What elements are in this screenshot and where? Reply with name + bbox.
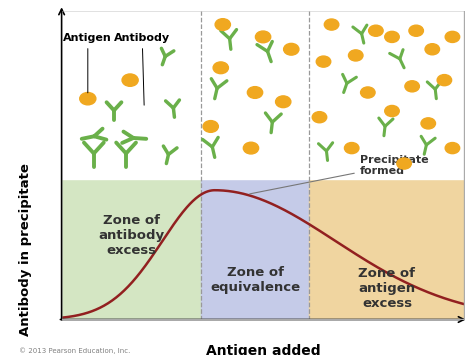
Bar bbox=[310, 179, 465, 320]
Circle shape bbox=[316, 56, 331, 67]
Circle shape bbox=[247, 87, 263, 98]
Bar bbox=[201, 179, 310, 320]
Circle shape bbox=[361, 87, 375, 98]
Circle shape bbox=[203, 121, 219, 132]
Circle shape bbox=[445, 31, 460, 43]
Text: Antibody: Antibody bbox=[114, 33, 170, 105]
Circle shape bbox=[409, 25, 423, 36]
Circle shape bbox=[445, 142, 460, 154]
Circle shape bbox=[80, 93, 96, 105]
Circle shape bbox=[385, 105, 399, 116]
Circle shape bbox=[425, 44, 439, 55]
Bar bbox=[62, 11, 465, 179]
Circle shape bbox=[243, 142, 259, 154]
Circle shape bbox=[421, 118, 436, 129]
Text: Antigen added: Antigen added bbox=[206, 344, 320, 355]
Circle shape bbox=[122, 74, 138, 86]
Text: © 2013 Pearson Education, Inc.: © 2013 Pearson Education, Inc. bbox=[19, 348, 130, 354]
Circle shape bbox=[405, 81, 419, 92]
Circle shape bbox=[397, 158, 411, 169]
Text: Precipitate
formed: Precipitate formed bbox=[250, 154, 428, 194]
Circle shape bbox=[324, 19, 339, 30]
Circle shape bbox=[348, 50, 363, 61]
Circle shape bbox=[312, 111, 327, 123]
Circle shape bbox=[385, 31, 399, 43]
Text: Zone of
antibody
excess: Zone of antibody excess bbox=[98, 214, 164, 257]
Text: Antibody in precipitate: Antibody in precipitate bbox=[19, 163, 32, 336]
Circle shape bbox=[437, 75, 452, 86]
Circle shape bbox=[369, 25, 383, 36]
Circle shape bbox=[275, 96, 291, 108]
Bar bbox=[62, 179, 201, 320]
Circle shape bbox=[255, 31, 271, 43]
Text: Zone of
equivalence: Zone of equivalence bbox=[210, 266, 300, 294]
Circle shape bbox=[215, 19, 230, 31]
Text: Zone of
antigen
excess: Zone of antigen excess bbox=[358, 267, 416, 310]
Circle shape bbox=[283, 43, 299, 55]
Text: Antigen: Antigen bbox=[64, 33, 112, 93]
Circle shape bbox=[345, 142, 359, 154]
Circle shape bbox=[213, 62, 228, 73]
